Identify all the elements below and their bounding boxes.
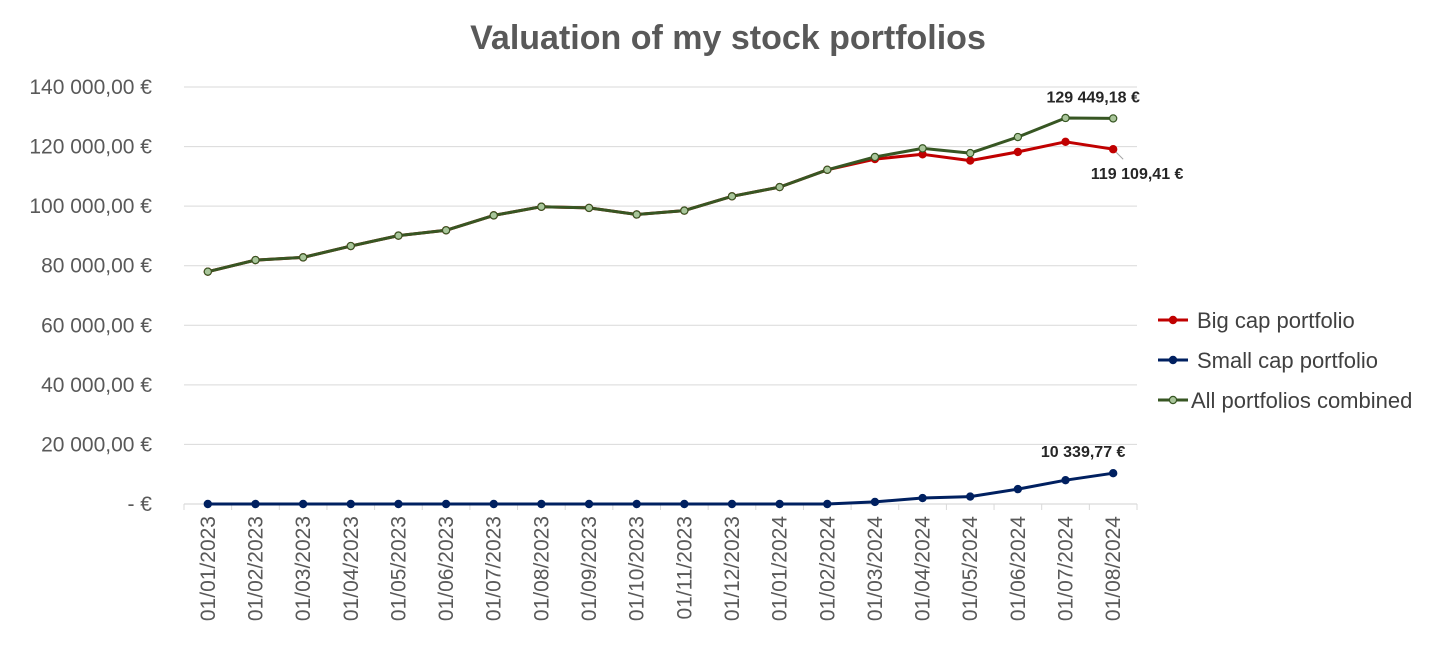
x-tick-label: 01/08/2023 — [530, 516, 553, 621]
y-tick-label: - € — [127, 493, 152, 516]
x-tick-label: 01/06/2024 — [1007, 516, 1030, 621]
data-point — [1061, 113, 1070, 123]
x-tick-label: 01/01/2023 — [197, 516, 220, 621]
gridlines — [184, 86, 1137, 445]
x-tick-label: 01/10/2023 — [626, 516, 649, 621]
y-tick-label: 100 000,00 € — [29, 195, 152, 218]
data-point — [441, 499, 451, 509]
chart-title: Valuation of my stock portfolios — [470, 19, 986, 57]
x-tick-label: 01/07/2024 — [1055, 516, 1078, 621]
data-point — [966, 492, 975, 501]
x-axis: 01/01/2023 01/02/2023 01/03/2023 01/04/2023… — [183, 503, 1138, 621]
data-point — [966, 156, 975, 165]
x-tick-label: 01/04/2024 — [912, 516, 935, 621]
x-tick-label: 01/03/2023 — [292, 516, 315, 621]
data-point — [823, 165, 832, 175]
data-point — [823, 499, 832, 509]
legend-label: Small cap portfolio — [1197, 348, 1378, 373]
data-point — [1013, 484, 1023, 494]
data-point — [918, 144, 927, 153]
y-tick-label: 140 000,00 € — [29, 76, 152, 99]
y-tick-label: 60 000,00 € — [41, 314, 152, 337]
data-point — [727, 192, 737, 201]
data-label: 119 109,41 € — [1091, 166, 1184, 183]
data-point — [680, 206, 689, 215]
data-point — [632, 210, 641, 219]
data-point — [441, 226, 451, 235]
x-tick-label: 01/01/2024 — [769, 516, 792, 621]
legend-marker — [1168, 315, 1178, 325]
series-points — [203, 113, 1118, 509]
data-label: 129 449,18 € — [1046, 89, 1140, 106]
x-tick-label: 01/02/2023 — [244, 516, 267, 621]
data-point — [394, 231, 403, 240]
data-point — [537, 202, 546, 211]
data-point — [1108, 114, 1118, 123]
y-axis-tick-labels: - € 20 000,00 € 40 000,00 € 60 000,00 € 80 0… — [29, 76, 152, 516]
data-point — [584, 499, 594, 509]
data-point — [918, 493, 927, 503]
data-point — [251, 255, 260, 265]
legend-marker — [1168, 395, 1178, 405]
data-point — [775, 499, 784, 509]
x-tick-label: 01/02/2024 — [816, 516, 839, 621]
data-point — [727, 499, 737, 509]
label-leader-line — [1115, 151, 1124, 160]
x-tick-label: 01/03/2024 — [864, 516, 887, 621]
legend: Big cap portfolio Small cap portfolio All … — [1158, 308, 1412, 413]
series-line — [207, 471, 1114, 506]
y-tick-label: 80 000,00 € — [41, 255, 152, 278]
data-point — [1013, 147, 1023, 157]
legend-label: All portfolios combined — [1191, 388, 1412, 413]
data-labels: 129 449,18 € 119 109,41 € 10 339,77 € — [1041, 89, 1184, 461]
legend-marker — [1168, 355, 1178, 365]
x-tick-label: 01/06/2023 — [435, 516, 458, 621]
data-point — [346, 499, 355, 509]
x-tick-label: 01/09/2023 — [578, 516, 601, 621]
data-point — [1061, 475, 1070, 485]
data-point — [870, 152, 880, 162]
data-point — [394, 499, 403, 509]
x-tick-label: 01/08/2024 — [1102, 516, 1125, 621]
data-point — [489, 211, 498, 220]
data-point — [1108, 469, 1118, 478]
series-line — [207, 140, 1114, 274]
data-point — [1061, 137, 1070, 147]
y-tick-label: 20 000,00 € — [41, 433, 152, 456]
x-tick-label: 01/12/2023 — [721, 516, 744, 621]
data-point — [251, 499, 260, 509]
series-line — [207, 116, 1114, 274]
x-tick-label: 01/04/2023 — [340, 516, 363, 621]
data-point — [537, 499, 546, 509]
legend-label: Big cap portfolio — [1197, 308, 1355, 333]
data-point — [775, 182, 784, 192]
x-tick-label: 01/05/2024 — [959, 516, 982, 621]
x-tick-label: 01/05/2023 — [387, 516, 410, 621]
y-tick-label: 120 000,00 € — [29, 136, 152, 159]
x-tick-label: 01/07/2023 — [483, 516, 506, 621]
data-point — [298, 499, 308, 509]
data-point — [489, 499, 498, 509]
y-tick-label: 40 000,00 € — [41, 374, 152, 397]
data-point — [584, 203, 594, 213]
data-point — [870, 497, 880, 507]
data-point — [346, 241, 355, 251]
data-label: 10 339,77 € — [1041, 444, 1126, 461]
data-point — [298, 253, 308, 262]
data-point — [632, 499, 641, 509]
data-point — [966, 148, 975, 158]
data-point — [203, 499, 213, 509]
data-point — [203, 267, 213, 276]
x-tick-label: 01/11/2023 — [673, 516, 696, 620]
data-point — [680, 499, 689, 509]
data-point — [1013, 132, 1023, 142]
series-lines — [207, 116, 1114, 506]
data-point — [1108, 145, 1118, 154]
